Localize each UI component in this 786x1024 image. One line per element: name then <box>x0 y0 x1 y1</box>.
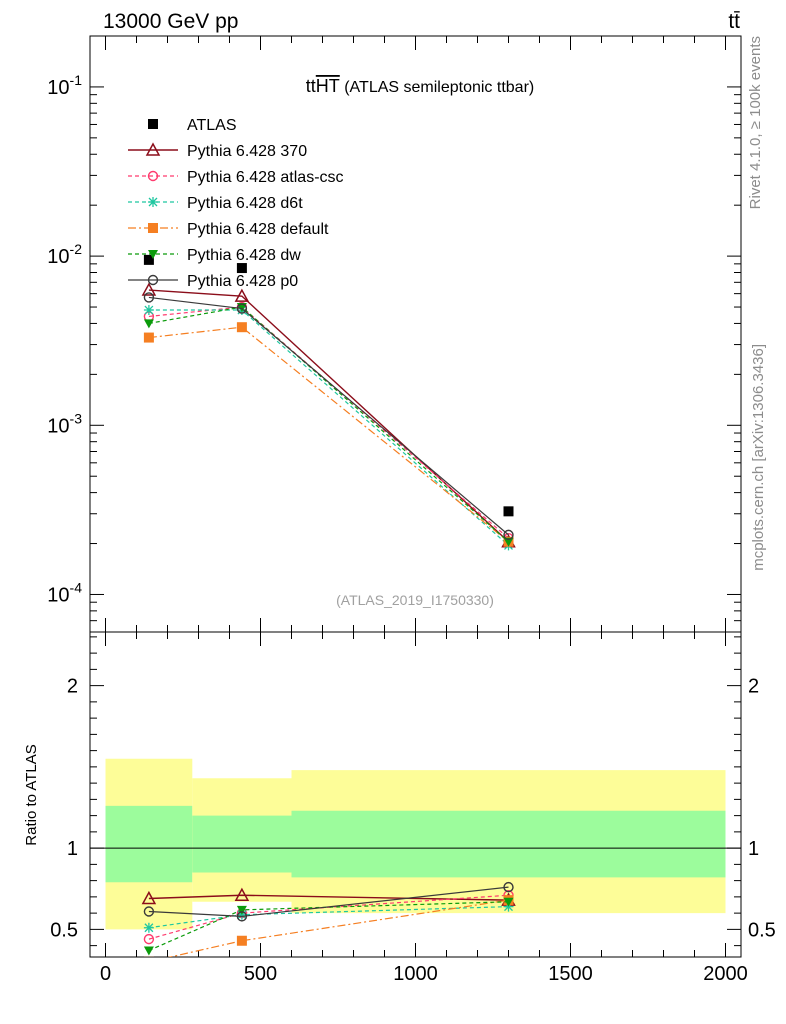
mcplots-label: mcplots.cern.ch [arXiv:1306.3436] <box>750 344 767 571</box>
ratio-series-group <box>141 881 516 957</box>
legend-marker-370 <box>145 142 161 156</box>
ratio-point-dw <box>503 897 514 907</box>
band-inner-1 <box>192 815 292 873</box>
main-point-d6t <box>143 305 154 316</box>
band-inner-0 <box>105 805 193 883</box>
legend-marker-atlas <box>148 119 158 129</box>
legend: ATLAS Pythia 6.428 370 Pythia 6.428 atlas-… <box>128 117 344 290</box>
plot-title-observable: tt <box>306 76 316 96</box>
band-inner-2 <box>291 810 726 878</box>
ratio-y-tick-label-left: 1 <box>67 838 78 860</box>
ratio-series-line-p0 <box>148 886 509 917</box>
plot-title: ttHT (ATLAS semileptonic ttbar) <box>306 76 534 96</box>
main-point-p0 <box>503 529 514 541</box>
main-series-group <box>141 254 516 551</box>
analysis-id-label: (ATLAS_2019_I1750330) <box>336 592 494 608</box>
ratio-y-axis-label: Ratio to ATLAS <box>23 744 40 845</box>
main-point-default <box>236 322 247 333</box>
ratio-x-tick-label: 1500 <box>548 963 593 985</box>
legend-label-d6t: Pythia 6.428 d6t <box>187 195 303 212</box>
atlas-data-point <box>503 506 514 517</box>
main-y-tick-label: 10-1 <box>47 72 82 99</box>
legend-marker-p0 <box>147 274 159 286</box>
main-y-tick-label: 10-3 <box>47 410 82 437</box>
main-y-tick-label: 10-2 <box>47 241 82 268</box>
header-process-label: tt̄ <box>728 10 740 33</box>
plot-title-observable-overline: HT <box>316 76 340 96</box>
legend-marker-d6t <box>148 197 158 207</box>
ratio-y-tick-label-right: 1 <box>748 838 759 860</box>
main-series-line-d6t <box>148 309 509 546</box>
main-series-line-default <box>148 326 509 543</box>
main-point-default <box>143 332 154 343</box>
ratio-y-tick-label-right: 0.5 <box>748 919 776 941</box>
legend-label-ATLAS: ATLAS <box>187 117 237 134</box>
plot-title-description: (ATLAS semileptonic ttbar) <box>340 79 534 96</box>
legend-label-dw: Pythia 6.428 dw <box>187 247 301 264</box>
atlas-data-point <box>143 254 154 265</box>
ratio-point-p0 <box>143 906 155 917</box>
ratio-point-370 <box>141 890 157 905</box>
main-point-p0 <box>143 292 155 303</box>
ratio-series-line-default <box>167 899 509 957</box>
main-point-dw <box>503 537 514 547</box>
legend-marker-default <box>148 223 158 233</box>
legend-marker-dw <box>148 250 158 259</box>
legend-marker-atlas-csc <box>147 170 159 182</box>
header-energy-label: 13000 GeV pp <box>103 10 238 33</box>
main-series-line-p0 <box>148 296 509 536</box>
ratio-point-p0 <box>236 911 248 922</box>
atlas-data-point <box>236 263 247 274</box>
ratio-x-tick-label: 500 <box>244 963 277 985</box>
ratio-point-p0 <box>503 881 514 893</box>
legend-label-atlas-csc: Pythia 6.428 atlas-csc <box>187 169 344 186</box>
uncertainty-bands <box>105 758 726 930</box>
rivet-version-label: Rivet 4.1.0, ≥ 100k events <box>747 36 764 209</box>
ratio-series-clipped <box>141 881 516 957</box>
ratio-point-atlas-csc <box>143 933 155 945</box>
main-series-line-atlas-csc <box>148 306 509 539</box>
ratio-point-default <box>236 935 247 946</box>
main-series-line-370 <box>148 289 509 543</box>
ratio-y-tick-label-right: 2 <box>748 676 759 698</box>
main-y-tick-label: 10-4 <box>47 579 82 606</box>
main-series-line-dw <box>148 306 509 543</box>
ratio-x-tick-label: 1000 <box>393 963 438 985</box>
ratio-series-line-atlas-csc <box>148 894 509 940</box>
ratio-y-tick-label-left: 0.5 <box>50 919 78 941</box>
ratio-y-tick-label-left: 2 <box>67 676 78 698</box>
ratio-point-default <box>143 956 154 957</box>
ratio-x-tick-label: 0 <box>100 963 111 985</box>
main-point-p0 <box>236 303 248 314</box>
ratio-x-tick-label: 2000 <box>703 963 748 985</box>
ratio-point-370 <box>234 887 250 901</box>
ratio-point-dw <box>143 946 154 956</box>
main-point-dw <box>143 319 154 329</box>
ratio-point-d6t <box>143 922 154 933</box>
legend-label-default: Pythia 6.428 default <box>187 221 329 238</box>
legend-label-p0: Pythia 6.428 p0 <box>187 273 298 290</box>
main-point-370 <box>141 282 157 296</box>
legend-label-370: Pythia 6.428 370 <box>187 143 307 160</box>
ratio-series-line-370 <box>148 894 509 901</box>
main-panel-axes: 10-1 10-2 10-3 10-4 <box>47 35 741 633</box>
ratio-panel-axes: 0.5 0.5 1 1 2 2 0 500 1000 1500 2000 <box>50 632 776 985</box>
ratio-point-dw <box>236 905 247 915</box>
main-point-370 <box>234 288 250 302</box>
